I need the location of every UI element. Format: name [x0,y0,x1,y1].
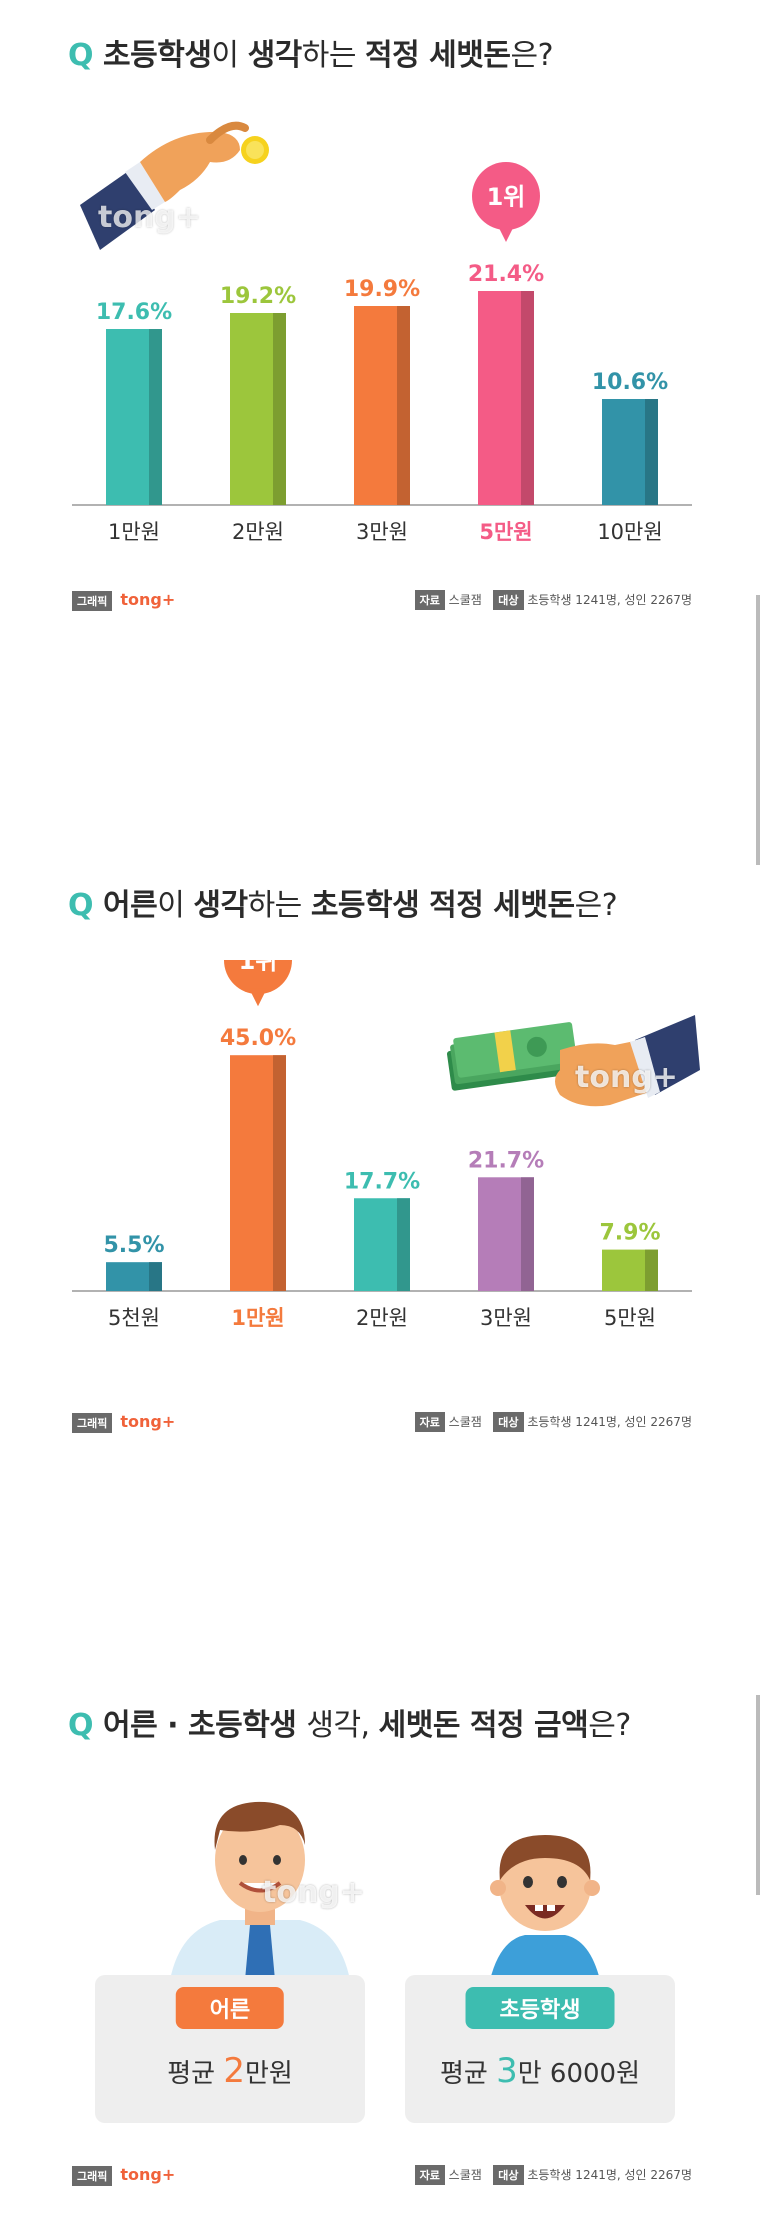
graphic-tag: 그래픽 [72,591,113,611]
source-tag: 자료 [414,2165,445,2185]
brand-logo: tong+ [120,1412,176,1431]
adult-character-illustration [170,1801,350,1980]
rank-badge [472,162,540,230]
bar-shade [149,329,162,505]
data-label: 45.0% [220,1026,296,1051]
tick-label: 5만원 [604,1306,656,1330]
brand-logo: tong+ [120,2165,176,2184]
tick-label: 5만원 [479,520,532,544]
source-text: 스쿨잼 [448,593,482,607]
bar-chart-children: 17.6% 1만원 19.2% 2만원 19.9% 3만원 21.4% 5만원 1위 10.6% 1… [72,162,692,544]
credits-footer: 그래픽 tong+ 자료 스쿨잼 대상 초등학생 1241명, 성인 2267명 [72,1412,692,1436]
bar-shade [149,1262,162,1291]
data-label: 10.6% [592,370,668,395]
tick-label: 2만원 [232,520,284,544]
data-label: 19.2% [220,284,296,309]
target-tag: 대상 [493,2165,524,2185]
bar-shade [273,313,286,505]
source-tag: 자료 [414,590,445,610]
bar-shade [521,1177,534,1291]
child-character-illustration [490,1835,600,1980]
hand-coin-illustration [80,121,269,250]
average-section: Q 어른 · 초등학생 생각, 세뱃돈 적정 금액은? tong+ 어른 평균 2… [0,1680,760,2215]
rank-badge [224,960,292,995]
bar-shade [645,1249,658,1291]
child-label: 초등학생 [465,1987,615,2029]
adult-average-value: 평균 2만원 [167,2051,293,2091]
watermark: tong+ [575,1060,678,1095]
data-label: 7.9% [599,1221,660,1246]
data-label: 21.4% [468,262,544,287]
child-average-value: 평균 3만 6000원 [439,2051,641,2091]
source-text: 스쿨잼 [448,1415,482,1429]
data-label: 17.7% [344,1169,420,1194]
child-average-card: 초등학생 평균 3만 6000원 [405,1975,675,2123]
tick-label: 10만원 [597,520,662,544]
rank-badge-label: 1위 [239,960,278,975]
data-label: 5.5% [103,1233,164,1258]
watermark: tong+ [98,200,201,235]
tick-label: 1만원 [108,520,160,544]
tick-label: 1만원 [231,1306,284,1330]
bar-shade [397,1198,410,1291]
rank-badge-label: 1위 [487,183,526,211]
bar-chart-adults: 5.5% 5천원 45.0% 1만원 1위 17.7% 2만원 21.7% 3만원 7.9% 5만원 [72,960,692,1330]
target-text: 초등학생 1241명, 성인 2267명 [527,2168,692,2182]
graphic-tag: 그래픽 [72,1413,113,1433]
target-text: 초등학생 1241명, 성인 2267명 [527,1415,692,1429]
bar-shade [645,399,658,505]
rank-badge-pointer [249,988,267,1007]
target-tag: 대상 [493,590,524,610]
bar-shade [521,291,534,505]
q-icon: Q [68,38,94,73]
tick-label: 5천원 [108,1306,160,1330]
bar-shade [273,1055,286,1291]
chart-section-adults: Q 어른이 생각하는 초등학생 적정 세뱃돈은? tong+ 5.5% 5천원 45.… [0,860,760,1460]
source-tag: 자료 [414,1412,445,1432]
source-text: 스쿨잼 [448,2168,482,2182]
question-title: Q 어른 · 초등학생 생각, 세뱃돈 적정 금액은? [68,1708,631,1743]
data-label: 21.7% [468,1148,544,1173]
question-title: Q 어른이 생각하는 초등학생 적정 세뱃돈은? [68,888,618,923]
data-label: 19.9% [344,277,420,302]
data-label: 17.6% [96,300,172,325]
adult-average-card: 어른 평균 2만원 [95,1975,365,2123]
tick-label: 3만원 [480,1306,532,1330]
watermark: tong+ [262,1875,365,1910]
credits-footer: 그래픽 tong+ 자료 스쿨잼 대상 초등학생 1241명, 성인 2267명 [72,2165,692,2189]
scroll-indicator [756,1695,760,1895]
tick-label: 2만원 [356,1306,408,1330]
scroll-indicator [756,595,760,865]
hand-money-illustration [446,1015,700,1107]
tick-label: 3만원 [356,520,408,544]
graphic-tag: 그래픽 [72,2166,113,2186]
q-icon: Q [68,888,94,923]
credits-footer: 그래픽 tong+ 자료 스쿨잼 대상 초등학생 1241명, 성인 2267명 [72,590,692,614]
rank-badge-pointer [497,224,515,242]
question-title: Q 초등학생이 생각하는 적정 세뱃돈은? [68,38,553,73]
chart-section-children: Q 초등학생이 생각하는 적정 세뱃돈은? tong+ 17.6% 1만원 19.2%… [0,0,760,640]
target-text: 초등학생 1241명, 성인 2267명 [527,593,692,607]
bar-shade [397,306,410,505]
target-tag: 대상 [493,1412,524,1432]
adult-label: 어른 [175,1987,285,2029]
brand-logo: tong+ [120,590,176,609]
q-icon: Q [68,1708,94,1743]
